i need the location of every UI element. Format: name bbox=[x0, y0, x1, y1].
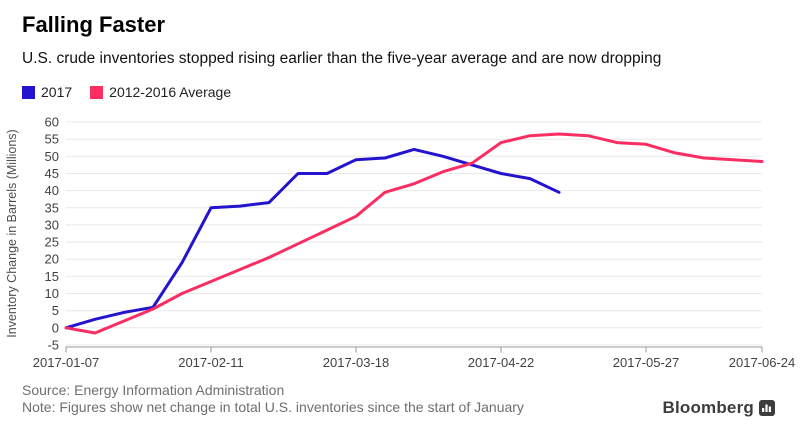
y-tick-label: 25 bbox=[45, 235, 59, 250]
chart-subtitle: U.S. crude inventories stopped rising ea… bbox=[22, 50, 662, 67]
footer-source: Source: Energy Information Administratio… bbox=[22, 382, 285, 398]
x-tick-label: 2017-06-24 bbox=[729, 355, 796, 370]
x-tick-label: 2017-02-11 bbox=[178, 355, 244, 370]
y-tick-label: 10 bbox=[45, 286, 59, 301]
footer-note: Note: Figures show net change in total U… bbox=[22, 399, 524, 415]
y-axis-title: Inventory Change in Barrels (Millions) bbox=[5, 129, 19, 337]
x-tick-label: 2017-03-18 bbox=[323, 355, 390, 370]
legend-item-average: 2012-2016 Average bbox=[90, 84, 231, 100]
legend: 2017 2012-2016 Average bbox=[22, 84, 249, 100]
legend-item-2017: 2017 bbox=[22, 84, 72, 100]
y-tick-label: -5 bbox=[47, 338, 59, 353]
bloomberg-chart-icon bbox=[759, 400, 775, 416]
chart-title: Falling Faster bbox=[22, 12, 166, 37]
y-tick-label: 15 bbox=[45, 269, 59, 284]
y-tick-label: 50 bbox=[45, 149, 59, 164]
bloomberg-logo: Bloomberg bbox=[662, 398, 775, 418]
y-tick-label: 60 bbox=[45, 115, 59, 130]
x-tick-label: 2017-05-27 bbox=[613, 355, 680, 370]
x-tick-label: 2017-01-07 bbox=[33, 355, 100, 370]
y-tick-label: 55 bbox=[45, 132, 59, 147]
y-tick-label: 45 bbox=[45, 166, 59, 181]
legend-label-2017: 2017 bbox=[41, 84, 73, 100]
bloomberg-wordmark: Bloomberg bbox=[662, 398, 754, 417]
x-tick-label: 2017-04-22 bbox=[468, 355, 535, 370]
y-tick-label: 5 bbox=[52, 303, 59, 318]
y-tick-label: 20 bbox=[45, 252, 59, 267]
y-tick-label: 40 bbox=[45, 183, 59, 198]
series-line-average bbox=[64, 132, 764, 335]
y-tick-label: 35 bbox=[45, 200, 59, 215]
y-tick-label: 0 bbox=[52, 320, 59, 335]
legend-swatch-average bbox=[90, 85, 104, 99]
legend-swatch-2017 bbox=[22, 85, 35, 99]
legend-label-average: 2012-2016 Average bbox=[109, 84, 232, 100]
series-line-2017 bbox=[64, 147, 561, 330]
y-tick-label: 30 bbox=[45, 217, 59, 232]
